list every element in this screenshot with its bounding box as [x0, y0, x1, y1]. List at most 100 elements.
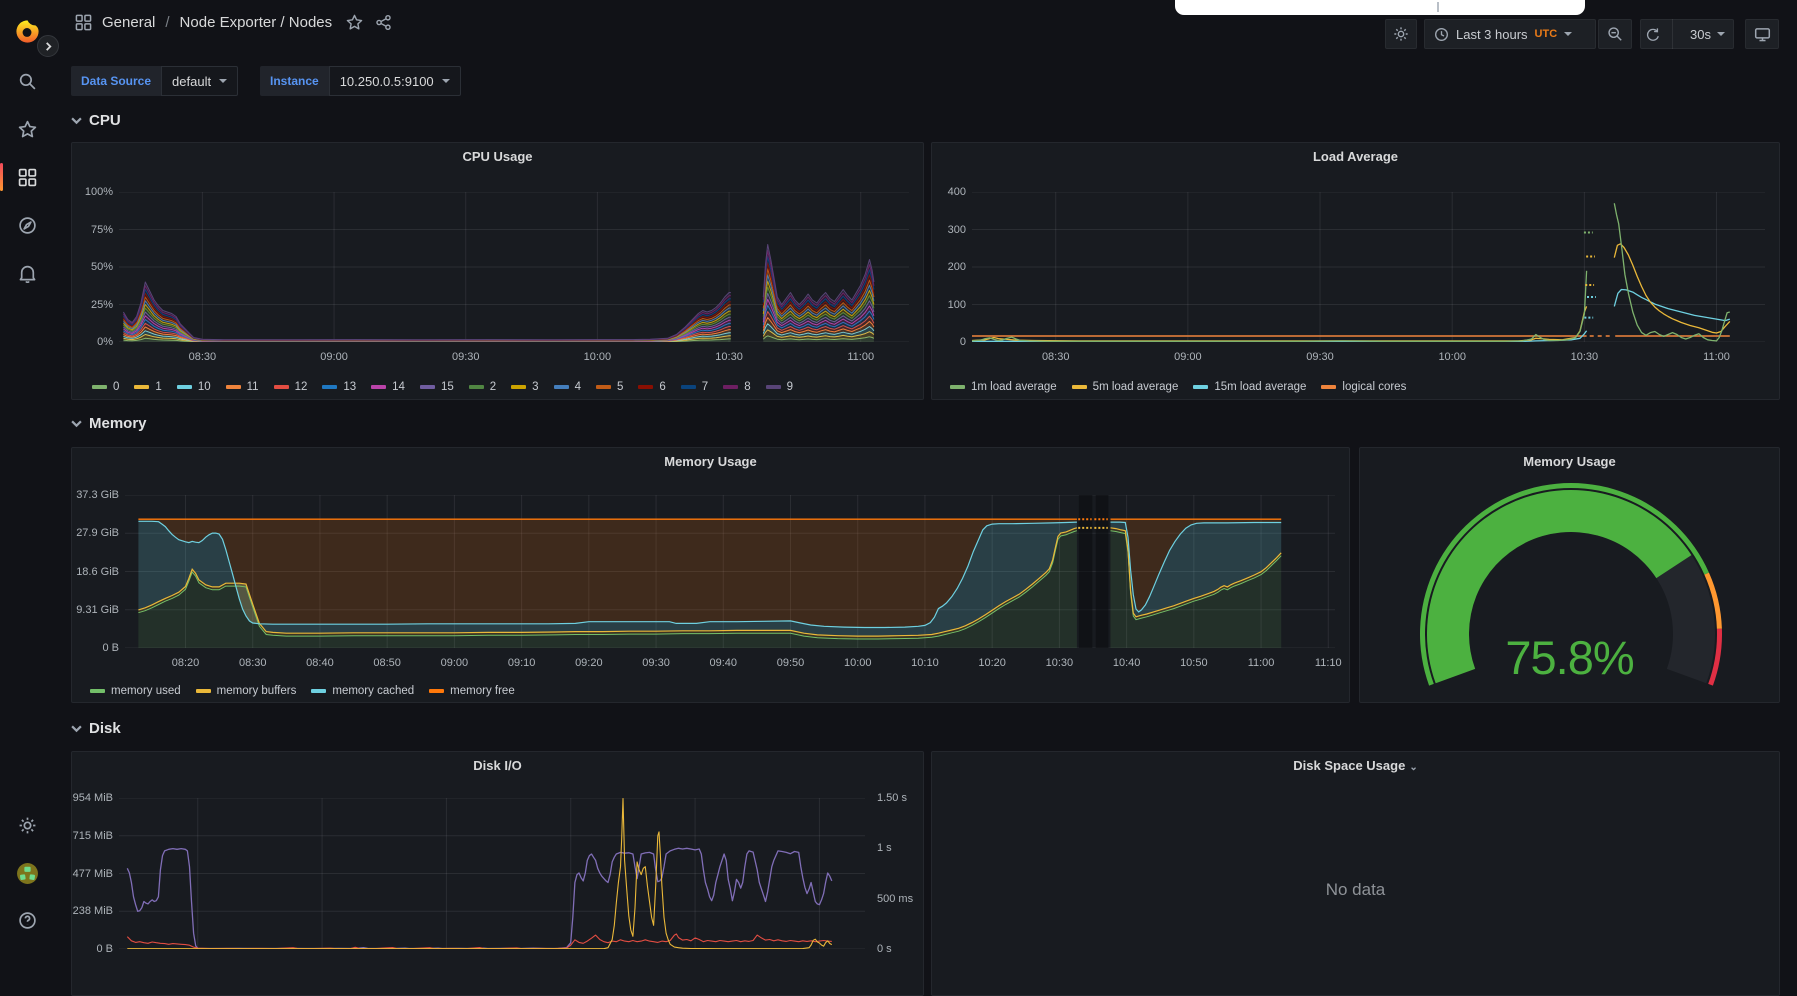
legend: 0 1 10 11 12 13 14 15 2 3 4 5 6 7 8 9 [92, 381, 793, 393]
instance-value: 10.250.0.5:9100 [339, 73, 434, 89]
legend-item[interactable]: 15 [419, 381, 454, 393]
legend-item[interactable]: memory buffers [195, 685, 296, 697]
breadcrumb-page[interactable]: Node Exporter / Nodes [179, 14, 333, 31]
axis-label-x: 09:40 [709, 657, 738, 669]
section-row-disk[interactable]: Disk [71, 720, 121, 737]
section-title: Disk [89, 720, 121, 737]
sidebar-item-alerting[interactable] [0, 253, 55, 293]
legend-swatch [322, 385, 338, 389]
instance-dropdown[interactable]: 10.250.0.5:9100 [328, 66, 461, 96]
legend-item[interactable]: 13 [322, 381, 356, 393]
legend-swatch [371, 385, 387, 389]
variable-instance: Instance 10.250.0.5:9100 [260, 66, 461, 96]
breadcrumb-separator: / [165, 14, 170, 31]
axis-label-x: 11:00 [1247, 657, 1275, 669]
section-row-memory[interactable]: Memory [71, 415, 147, 432]
time-range-picker[interactable]: Last 3 hours UTC [1424, 19, 1596, 49]
refresh-interval-label: 30s [1690, 26, 1711, 42]
overlay-caret [1437, 2, 1439, 12]
legend: 1m load average 5m load average 15m load a… [950, 381, 1406, 393]
legend-item[interactable]: 3 [511, 381, 539, 393]
zoom-out-time-button[interactable] [1598, 19, 1632, 49]
axis-label-y: 100% [84, 186, 113, 198]
legend-item[interactable]: 4 [553, 381, 581, 393]
dashboard-settings-button[interactable] [1385, 19, 1417, 49]
refresh-icon [1646, 27, 1659, 41]
axis-label-y: 50% [90, 261, 113, 273]
section-title: Memory [89, 415, 147, 432]
legend-item[interactable]: 7 [680, 381, 708, 393]
legend-item[interactable]: 5m load average [1071, 381, 1178, 393]
panel-title[interactable]: Load Average [1312, 149, 1398, 164]
axis-label-y: 18.6 GiB [76, 565, 119, 578]
legend-label: 10 [197, 381, 211, 393]
legend-item[interactable]: 14 [371, 381, 405, 393]
datasource-dropdown[interactable]: default [161, 66, 239, 96]
legend-item[interactable]: 0 [92, 381, 119, 393]
favorite-star-icon[interactable] [346, 14, 363, 31]
time-range-label: Last 3 hours [1456, 26, 1528, 42]
legend-label: 14 [392, 381, 405, 393]
axis-label-y-right: 1 s [877, 841, 892, 854]
chart-plot-area[interactable] [125, 495, 1335, 648]
sidebar-item-configuration[interactable] [0, 805, 55, 845]
axis-label-y: 477 MiB [72, 867, 113, 880]
sidebar-item-starred[interactable] [0, 109, 55, 149]
legend-item[interactable]: memory used [90, 685, 181, 697]
legend-label: memory cached [332, 685, 415, 697]
legend-item[interactable]: 1m load average [950, 381, 1057, 393]
panel-title[interactable]: Disk I/O [473, 758, 522, 773]
axis-label-y: 0 B [102, 642, 119, 654]
axis-label-x: 11:10 [1314, 657, 1342, 669]
dashboards-grid-icon [18, 168, 37, 186]
legend-item[interactable]: 2 [468, 381, 496, 393]
gear-icon [1394, 27, 1408, 41]
panel-title[interactable]: CPU Usage [462, 149, 533, 164]
legend: memory used memory buffers memory cached me… [90, 685, 515, 697]
chart-plot-area[interactable] [972, 192, 1765, 342]
axis-label-x: 10:30 [715, 351, 743, 363]
axis-label-x: 09:00 [1174, 351, 1202, 363]
axis-label-x: 09:30 [451, 351, 480, 363]
legend-item[interactable]: 10 [176, 381, 211, 393]
share-icon[interactable] [375, 14, 392, 31]
legend-item[interactable]: 12 [273, 381, 307, 393]
axis-label-x: 08:50 [373, 657, 401, 669]
legend-item[interactable]: memory free [429, 685, 515, 697]
legend-item[interactable]: 11 [225, 381, 259, 393]
variable-label: Instance [260, 66, 329, 96]
legend-item[interactable]: 15m load average [1193, 381, 1306, 393]
legend-swatch [90, 689, 105, 693]
legend-item[interactable]: 8 [723, 381, 751, 393]
panel-title[interactable]: Memory Usage [1523, 454, 1616, 469]
sidebar-item-dashboards[interactable] [0, 157, 55, 197]
legend-item[interactable]: 9 [765, 381, 793, 393]
cycle-view-mode-button[interactable] [1745, 19, 1779, 49]
sidebar-item-explore[interactable] [0, 205, 55, 245]
panel-title[interactable]: Memory Usage [664, 454, 757, 469]
panel-disk-io: Disk I/O 954 MiB 715 MiB 477 MiB 238 MiB 0 B… [71, 751, 924, 996]
refresh-button[interactable] [1641, 19, 1663, 49]
sidebar-item-profile[interactable] [0, 853, 55, 893]
breadcrumb-section[interactable]: General [102, 14, 156, 31]
grafana-logo[interactable] [0, 14, 55, 48]
legend-swatch [595, 385, 611, 389]
help-icon [19, 911, 36, 929]
section-row-cpu[interactable]: CPU [71, 112, 121, 129]
refresh-interval-dropdown[interactable]: 30s [1682, 27, 1733, 42]
axis-label-x: 11:00 [847, 351, 875, 363]
legend-item[interactable]: 6 [638, 381, 666, 393]
sidebar-expand-button[interactable] [37, 35, 59, 57]
panel-title[interactable]: Disk Space Usage ⌄ [932, 758, 1779, 773]
chart-plot-area[interactable] [119, 798, 865, 949]
sidebar-item-help[interactable] [0, 900, 55, 940]
legend-item[interactable]: 1 [134, 381, 162, 393]
axis-label-y: 715 MiB [72, 829, 113, 842]
sidebar-item-search[interactable] [0, 61, 55, 101]
legend-item[interactable]: memory cached [311, 685, 414, 697]
chart-plot-area[interactable] [119, 192, 909, 342]
legend-item[interactable]: 5 [595, 381, 623, 393]
legend-swatch [429, 689, 445, 693]
axis-label-x: 10:40 [1112, 657, 1141, 669]
legend-item[interactable]: logical cores [1321, 381, 1406, 393]
